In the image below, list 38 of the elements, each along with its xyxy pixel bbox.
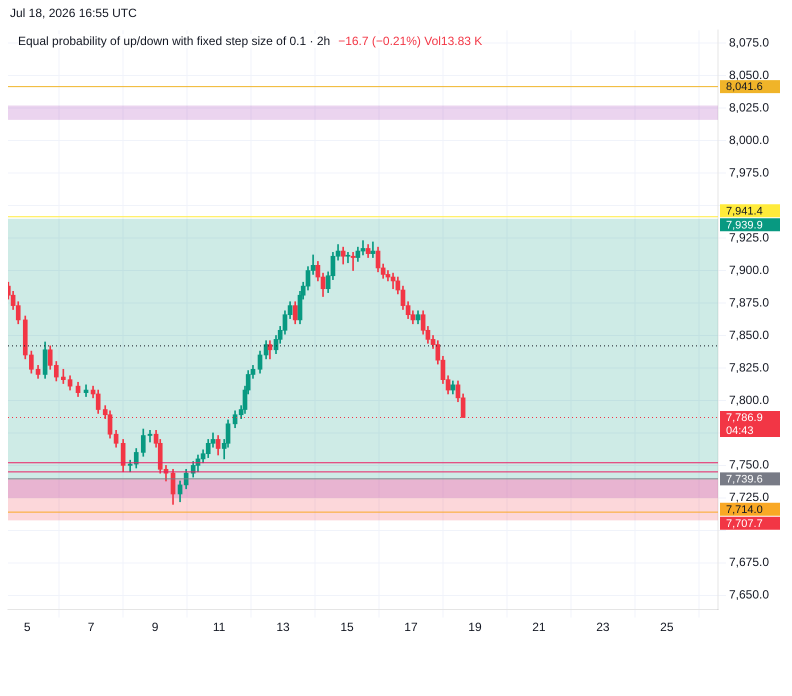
- x-tick-label: 19: [468, 620, 482, 634]
- y-tick-label: 7,675.0: [729, 555, 770, 570]
- chart-subtitle: −16.7 (−0.21%) Vol13.83 K: [338, 34, 482, 48]
- candlestick: [148, 430, 152, 442]
- x-tick-label: 25: [660, 620, 674, 634]
- ref-line-label: 7,739.6: [726, 473, 763, 486]
- y-tick-label: 8,075.0: [729, 36, 770, 50]
- x-tick-label: 15: [340, 620, 354, 634]
- x-tick-label: 11: [212, 620, 226, 634]
- y-tick-label: 7,850.0: [729, 328, 770, 342]
- y-tick-label: 7,750.0: [729, 458, 770, 472]
- ref-line-label: 7,786.9 04:43: [726, 412, 763, 437]
- y-tick-label: 8,000.0: [729, 132, 770, 147]
- x-tick-label: 5: [24, 620, 31, 634]
- ref-line-label: 7,714.0: [726, 504, 763, 516]
- x-tick-label: 13: [276, 620, 290, 634]
- band-label: 7,707.7: [726, 518, 763, 530]
- chart-title: Equal probability of up/down with fixed step size of 0.1 · 2h: [18, 34, 330, 48]
- x-tick-label: 9: [152, 620, 159, 634]
- y-tick-label: 7,925.0: [729, 230, 770, 244]
- y-tick-label: 7,975.0: [729, 165, 770, 180]
- y-tick-label: 7,725.0: [729, 490, 770, 504]
- y-tick-label: 7,900.0: [729, 262, 770, 277]
- x-tick-label: 17: [404, 620, 418, 634]
- x-tick-label: 23: [596, 620, 610, 634]
- candlestick: [346, 252, 350, 264]
- y-tick-label: 7,875.0: [729, 295, 770, 310]
- y-tick-label: 7,650.0: [729, 588, 770, 602]
- y-tick-label: 7,800.0: [729, 392, 770, 407]
- x-tick-label: 21: [532, 620, 546, 634]
- y-tick-label: 7,825.0: [729, 360, 770, 374]
- text: Jul 18, 2026 16:55 UTC: [10, 6, 137, 20]
- ref-line-label: 7,941.4: [726, 205, 763, 218]
- band-label: 7,939.9: [726, 219, 763, 232]
- ref-line-label: 8,041.6: [726, 81, 763, 94]
- x-tick-label: 7: [88, 620, 95, 634]
- y-tick-label: 8,050.0: [729, 68, 770, 82]
- y-tick-label: 8,025.0: [729, 100, 770, 114]
